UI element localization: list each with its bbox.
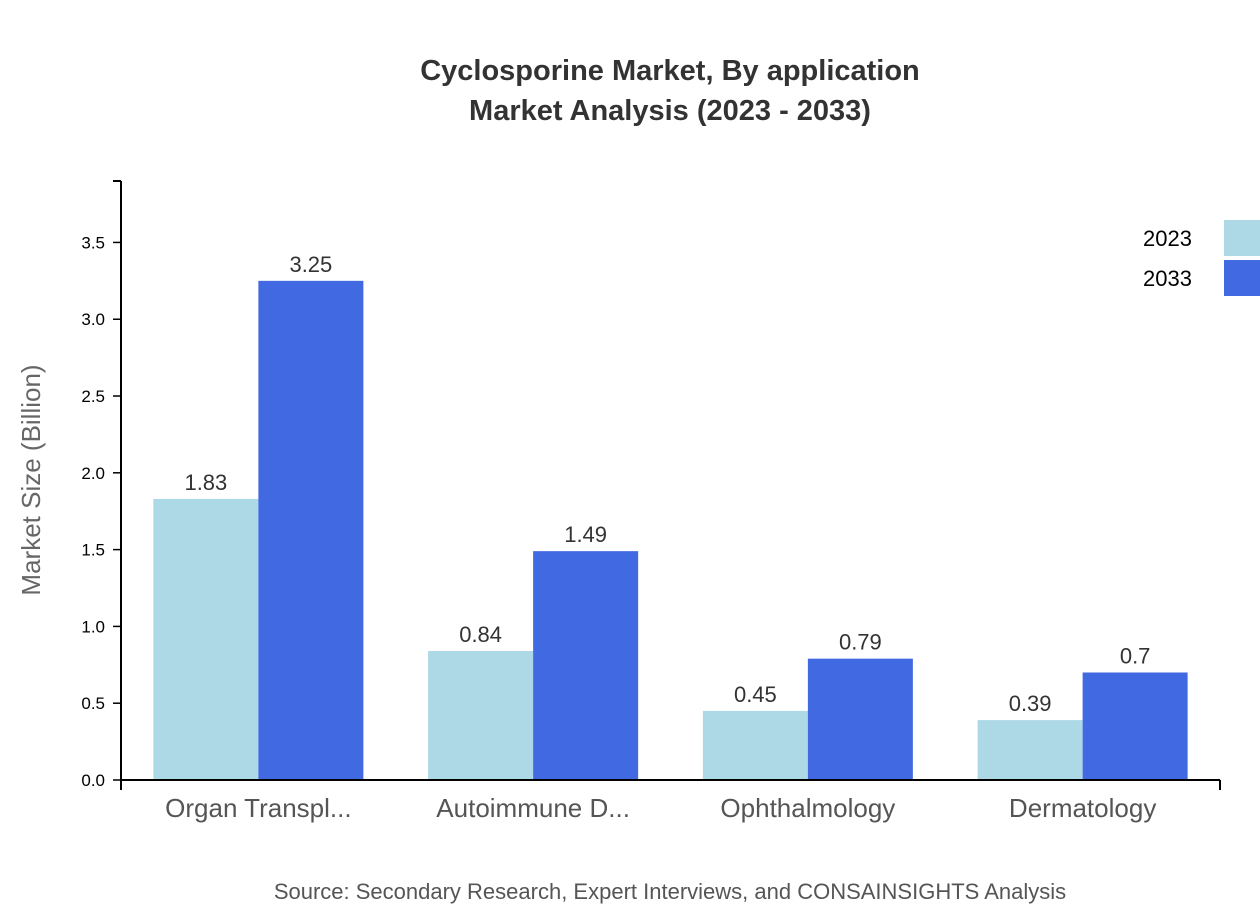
chart-title: Cyclosporine Market, By application [420,55,920,87]
legend-swatch-2033 [1224,260,1260,296]
y-tick-label: 2.5 [81,387,105,406]
data-label: 0.45 [734,682,777,707]
y-tick-label: 0.0 [81,771,105,790]
bars: 1.83 3.25 0.84 1.49 0.45 0.79 0.39 0.7 [153,252,1188,780]
bar-2033 [533,551,639,780]
x-tick-label: Ophthalmology [720,793,895,823]
y-tick-label: 1.0 [81,617,105,636]
source-note: Source: Secondary Research, Expert Inter… [274,879,1066,904]
legend-label: 2033 [1143,266,1192,291]
bar-2023 [153,498,259,780]
bar-2033 [1082,672,1188,780]
y-tick-label: 3.5 [81,233,105,252]
y-tick-label: 2.0 [81,464,105,483]
data-label: 3.25 [289,252,332,277]
bar-2033 [807,658,913,780]
y-axis-label: Market Size (Billion) [16,364,46,595]
x-tick-label: Autoimmune D... [436,793,630,823]
bar-2023 [428,650,534,780]
data-label: 0.84 [459,622,502,647]
bar-2023 [977,720,1083,780]
axes: Organ Transpl... Autoimmune D... Ophthalmo… [81,180,1221,823]
legend-label: 2023 [1143,226,1192,251]
data-label: 0.79 [839,630,882,655]
chart-subtitle: Market Analysis (2023 - 2033) [469,95,871,127]
x-tick-label: Dermatology [1009,793,1156,823]
y-tick-label: 3.0 [81,310,105,329]
legend-swatch-2023 [1224,220,1260,256]
data-label: 0.7 [1120,643,1151,668]
data-label: 1.83 [184,470,227,495]
bar-2033 [258,280,364,780]
data-label: 0.39 [1009,691,1052,716]
y-tick-label: 1.5 [81,541,105,560]
data-label: 1.49 [564,522,607,547]
x-tick-label: Organ Transpl... [165,793,351,823]
bar-2023 [702,710,808,780]
y-tick-label: 0.5 [81,694,105,713]
legend: 2023 2033 [1143,220,1260,296]
